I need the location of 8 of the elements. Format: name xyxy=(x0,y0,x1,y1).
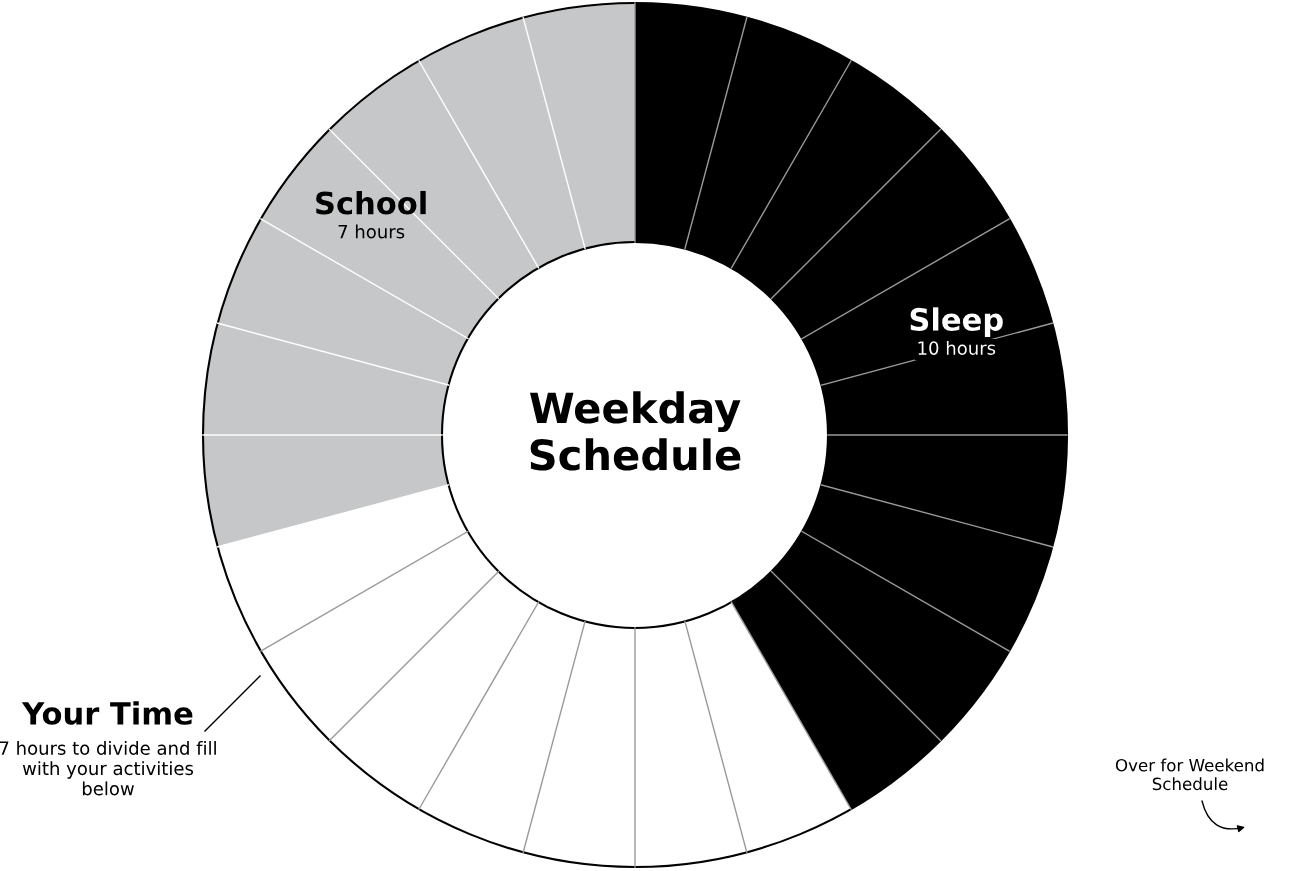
text: Weekday Schedule xyxy=(530,391,741,471)
slice-label: Sleep xyxy=(910,307,1003,337)
data-label: 7 hours to divide and fill with your activities below xyxy=(0,741,216,796)
slice-label: Your Time xyxy=(21,701,193,725)
data-label: 7 hours xyxy=(338,224,405,239)
text: Over for Weekend Schedule xyxy=(1115,758,1264,791)
slice-label: School xyxy=(316,190,426,215)
data-label: 10 hours xyxy=(918,340,996,355)
